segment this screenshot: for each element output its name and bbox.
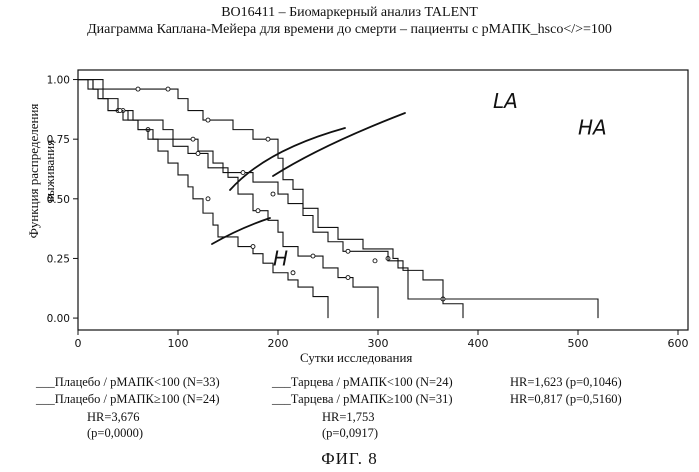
legend-row2-placebo: ___Плацебо / pMAПК≥100 (N=24) xyxy=(36,392,220,407)
annotation-pointer xyxy=(273,113,405,176)
legend-row3-hr2: HR=1,753 xyxy=(322,410,375,425)
legend-row1-tarceva: ___Тарцева / pMAПК<100 (N=24) xyxy=(272,375,453,390)
km-curve-LA xyxy=(78,80,598,319)
x-tick-label: 600 xyxy=(668,337,689,350)
censor-mark xyxy=(311,254,315,258)
legend-row3-hr: HR=3,676 xyxy=(87,410,140,425)
annotation-pointer xyxy=(212,218,270,244)
figure-label: ФИГ. 8 xyxy=(0,449,699,469)
annotation-la: LA xyxy=(493,89,518,113)
censor-mark xyxy=(206,118,210,122)
x-tick-label: 400 xyxy=(468,337,489,350)
annotation-pointer xyxy=(230,128,345,190)
annotation-ha: HA xyxy=(578,115,607,139)
y-axis-label: Функция распределения выживания xyxy=(26,91,58,251)
censor-mark xyxy=(196,151,200,155)
censor-mark xyxy=(373,259,377,263)
legend-row1-hr: HR=1,623 (p=0,1046) xyxy=(510,375,622,390)
km-curve-series4 xyxy=(78,80,378,319)
censor-mark xyxy=(136,87,140,91)
censor-mark xyxy=(241,171,245,175)
x-tick-label: 300 xyxy=(368,337,389,350)
y-axis-label-line1: Функция распределения xyxy=(26,91,42,251)
censor-mark xyxy=(206,197,210,201)
km-curve-HA xyxy=(78,80,463,319)
censor-mark xyxy=(118,109,122,113)
chart-curves xyxy=(78,80,598,319)
censor-mark xyxy=(191,137,195,141)
censor-mark xyxy=(256,209,260,213)
x-tick-label: 100 xyxy=(168,337,189,350)
censor-mark xyxy=(291,271,295,275)
y-tick-label: 0.00 xyxy=(47,313,70,325)
censor-mark xyxy=(266,137,270,141)
censor-mark xyxy=(251,245,255,249)
censor-mark xyxy=(166,87,170,91)
legend-row2-hr: HR=0,817 (p=0,5160) xyxy=(510,392,622,407)
legend-row3-p: (p=0,0000) xyxy=(87,426,143,441)
x-tick-label: 500 xyxy=(568,337,589,350)
x-tick-label: 0 xyxy=(75,337,82,350)
legend-row1-placebo: ___Плацебо / pMAПК<100 (N=33) xyxy=(36,375,220,390)
x-tick-label: 200 xyxy=(268,337,289,350)
legend-row4-p: (p=0,0917) xyxy=(322,426,378,441)
censor-mark xyxy=(271,192,275,196)
y-axis-label-line2: выживания xyxy=(42,91,58,251)
annotation-h: H xyxy=(273,247,288,271)
censor-mark xyxy=(346,276,350,280)
y-tick-label: 1.00 xyxy=(47,75,70,87)
chart-annotations: LA HA H xyxy=(212,89,607,270)
legend-row2-tarceva: ___Тарцева / pMAПК≥100 (N=31) xyxy=(272,392,453,407)
censor-mark xyxy=(346,249,350,253)
x-axis-label: Сутки исследования xyxy=(300,350,412,366)
chart-axes: 01002003004005006000.000.250.500.751.00 xyxy=(47,70,689,350)
y-tick-label: 0.25 xyxy=(47,253,70,265)
plot-frame xyxy=(78,70,688,330)
